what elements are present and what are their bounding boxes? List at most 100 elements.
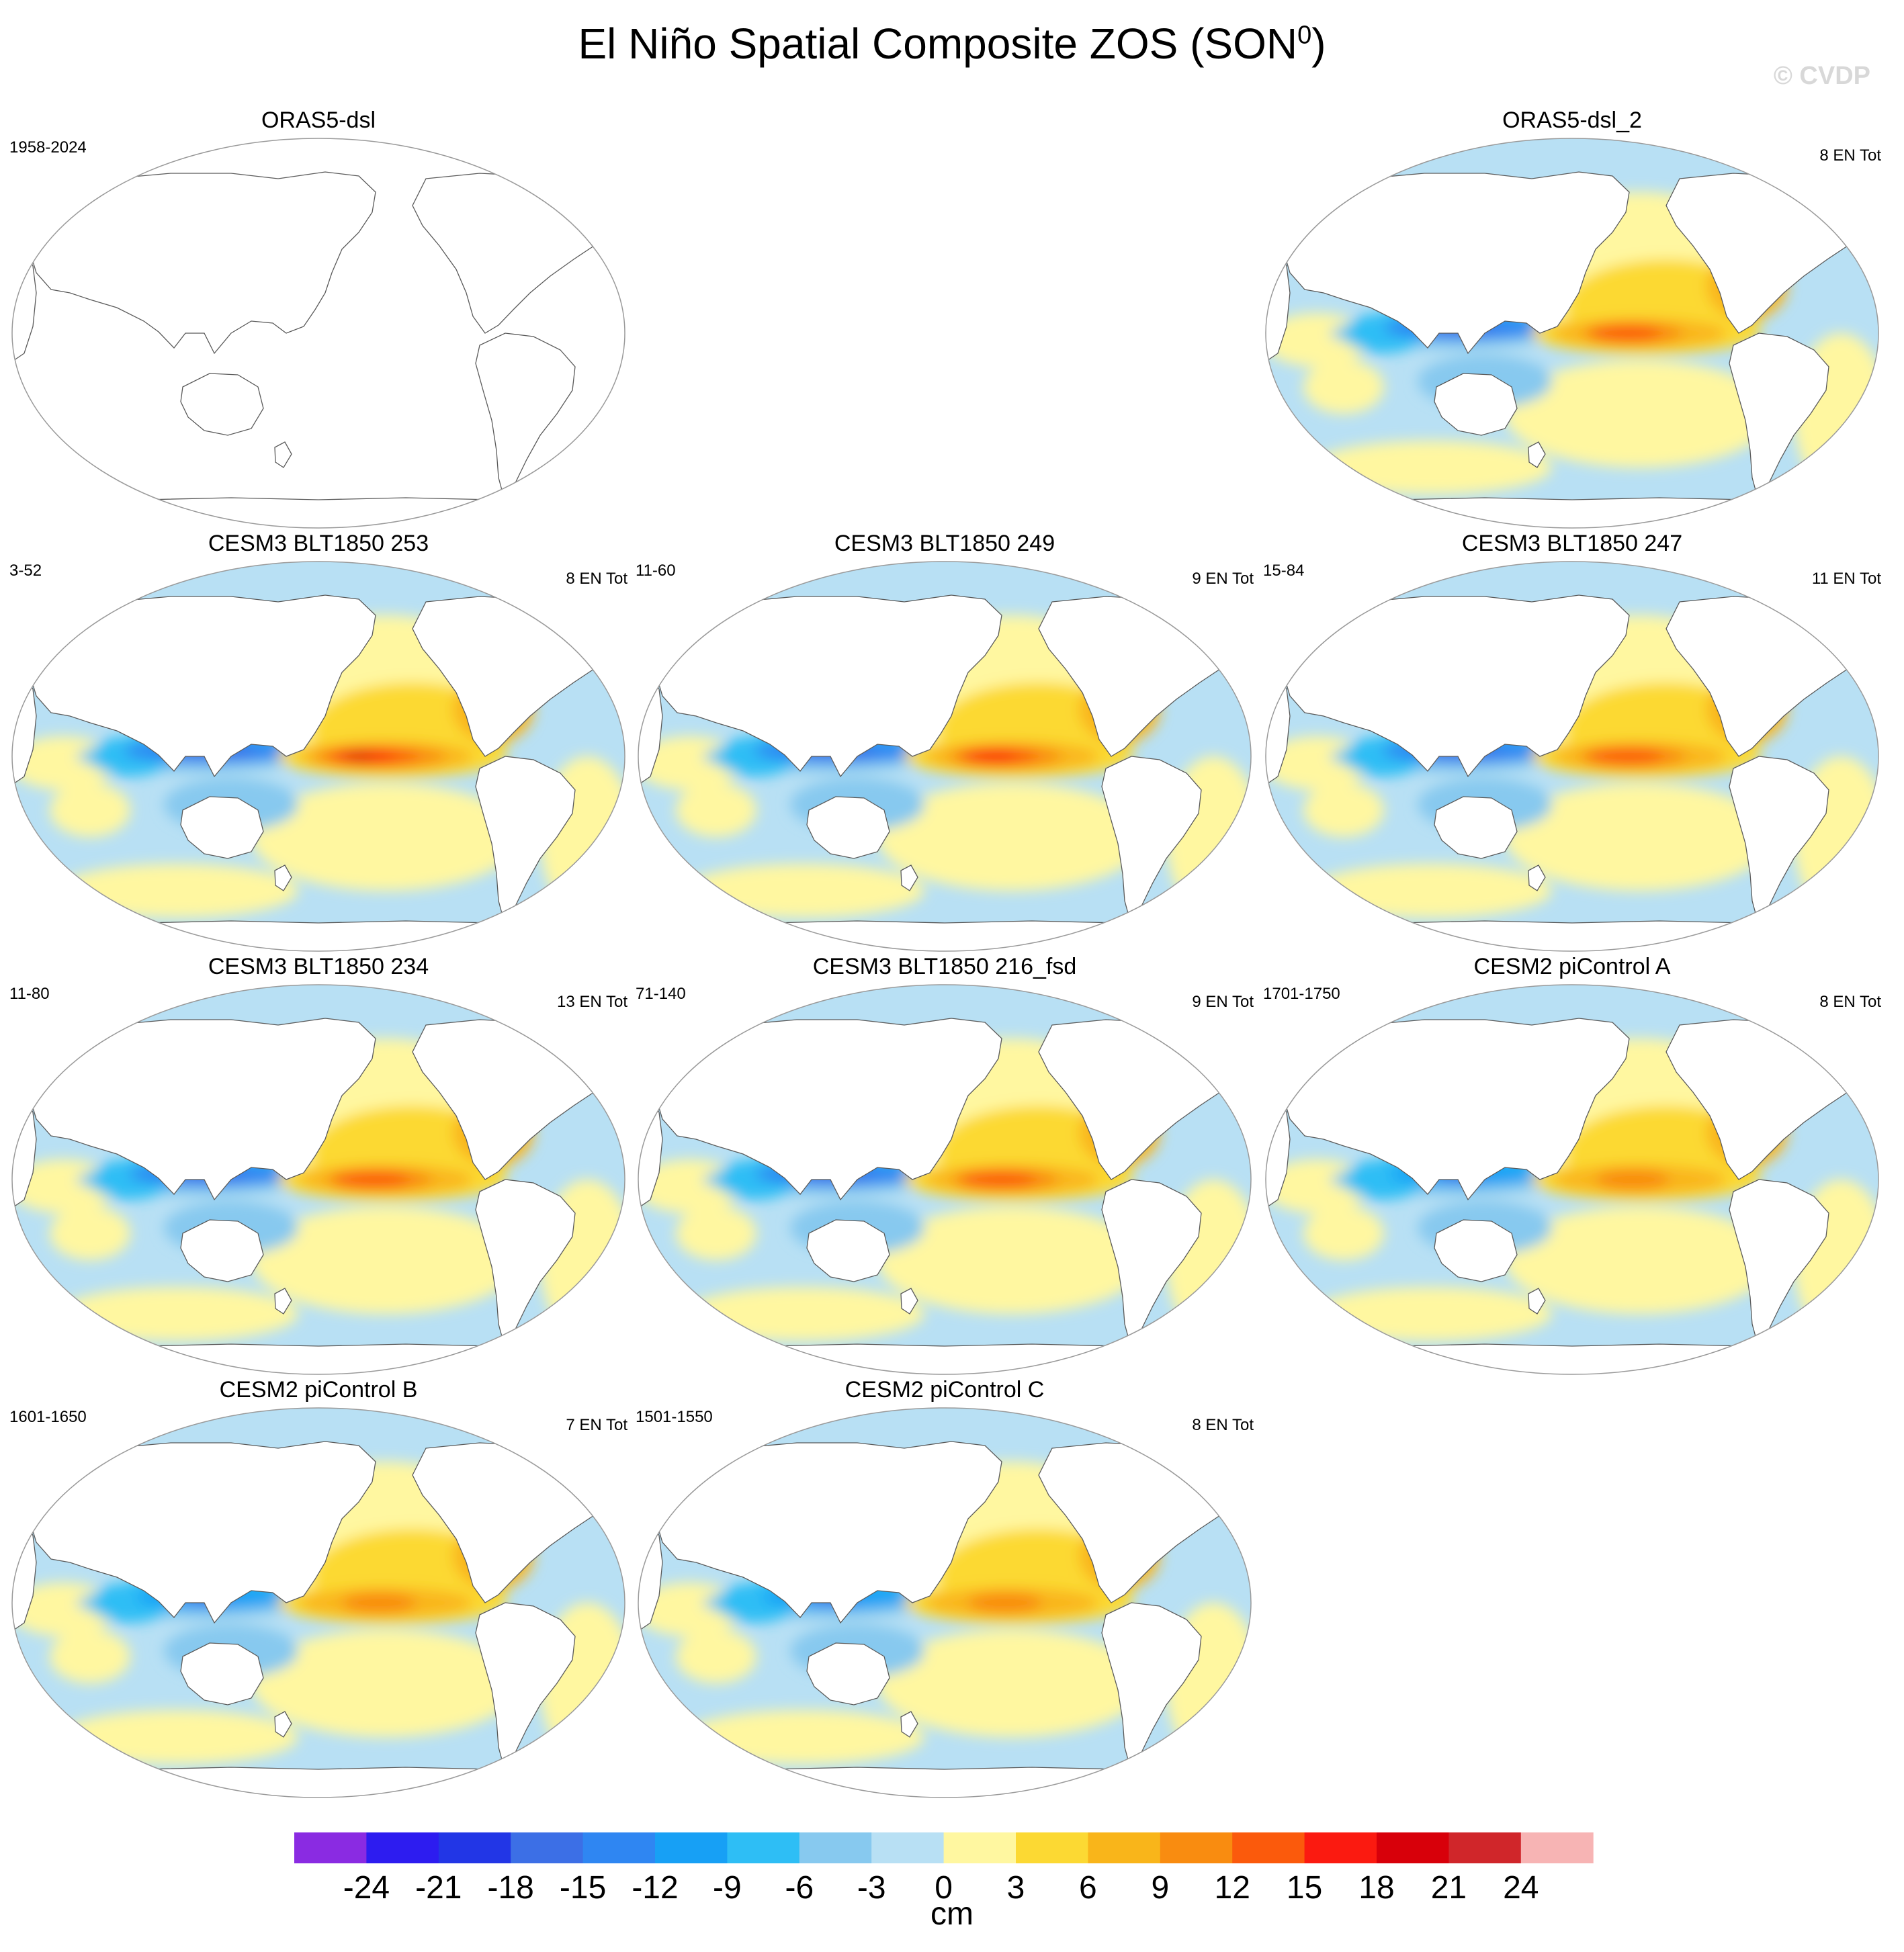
landmass-greenland	[554, 154, 601, 186]
landmass-antarctica	[49, 1767, 588, 1798]
landmass-asia	[28, 1441, 376, 1624]
landmass-australia	[180, 1642, 264, 1705]
colorbar-swatch	[1377, 1832, 1449, 1863]
map-plot	[11, 561, 625, 952]
map-plot	[1265, 138, 1879, 529]
map-plot	[11, 1407, 625, 1798]
landmass-nz	[274, 1288, 292, 1315]
landmass-antarctica	[1303, 497, 1842, 528]
map-panel: ORAS5-dsl 1958-2024	[9, 107, 628, 537]
panel-event-count: 7 EN Tot	[566, 1416, 628, 1434]
colorbar-unit-label: cm	[931, 1896, 973, 1932]
map-border	[11, 984, 625, 1375]
map-plot	[638, 561, 1252, 952]
map-border	[11, 561, 625, 952]
landmass-nz	[274, 1711, 292, 1738]
landmass-greenland	[1808, 1000, 1855, 1032]
landmass-australia	[1434, 796, 1518, 859]
panel-title: CESM3 BLT1850 253	[208, 531, 429, 556]
map-border	[638, 561, 1252, 952]
landmass-south-america	[1101, 1179, 1202, 1350]
colorbar-swatch	[727, 1832, 800, 1863]
colorbar-swatch	[1232, 1832, 1305, 1863]
landmass-greenland	[554, 1423, 601, 1456]
map-plot	[638, 1407, 1252, 1798]
landmass-asia	[654, 1441, 1002, 1624]
panel-period: 11-80	[9, 985, 50, 1003]
landmass-antarctica	[675, 1767, 1214, 1798]
panel-period: 1701-1750	[1263, 985, 1340, 1003]
colorbar-swatch	[511, 1832, 584, 1863]
figure-title: El Niño Spatial Composite ZOS (SON0)	[0, 19, 1904, 69]
landmass-asia	[1281, 171, 1630, 355]
landmass-nz	[274, 441, 292, 468]
map-border	[11, 138, 625, 529]
map-border	[1265, 138, 1879, 529]
panel-title: CESM3 BLT1850 234	[208, 954, 429, 979]
landmass-australia	[180, 796, 264, 859]
landmass-antarctica	[49, 1343, 588, 1374]
colorbar-swatch	[871, 1832, 945, 1863]
colorbar-swatch	[294, 1832, 367, 1863]
panel-title: CESM3 BLT1850 249	[834, 531, 1055, 556]
cvdp-watermark: © CVDP	[1773, 62, 1870, 90]
map-panel: CESM2 piControl B 1601-1650 7 EN Tot	[9, 1377, 628, 1807]
landmass-greenland	[1180, 1423, 1227, 1456]
landmass-south-america	[1101, 756, 1202, 927]
map-plot	[1265, 984, 1879, 1375]
map-border	[1265, 984, 1879, 1375]
map-border	[1265, 561, 1879, 952]
panel-event-count: 8 EN Tot	[566, 570, 628, 588]
colorbar-swatch	[943, 1832, 1016, 1863]
landmass-australia	[1434, 1219, 1518, 1282]
colorbar-swatch	[1448, 1832, 1522, 1863]
colorbar-swatch	[799, 1832, 872, 1863]
colorbar-swatch	[1304, 1832, 1377, 1863]
landmass-south-america	[1729, 756, 1829, 927]
panel-event-count: 9 EN Tot	[1192, 993, 1254, 1011]
panel-event-count: 11 EN Tot	[1811, 570, 1881, 588]
landmass-greenland	[554, 577, 601, 609]
landmass-south-america	[475, 1179, 576, 1350]
landmass-australia	[1434, 373, 1518, 436]
landmass-antarctica	[1303, 1343, 1842, 1374]
panel-event-count: 9 EN Tot	[1192, 570, 1254, 588]
landmass-antarctica	[1303, 920, 1842, 951]
landmass-australia	[180, 373, 264, 436]
landmass-south-america	[475, 1602, 576, 1773]
landmass-nz	[900, 1288, 918, 1315]
map-plot	[11, 138, 625, 529]
landmass-greenland	[1180, 577, 1227, 609]
map-panel: CESM3 BLT1850 247 15-84 11 EN Tot	[1263, 531, 1881, 961]
title-text: El Niño Spatial Composite ZOS (SON	[578, 19, 1298, 68]
landmass-south-america	[475, 332, 576, 504]
map-border	[638, 1407, 1252, 1798]
landmass-australia	[806, 1219, 890, 1282]
map-border	[11, 1407, 625, 1798]
landmass-antarctica	[49, 497, 588, 528]
landmass-north-america	[412, 173, 612, 334]
title-close-paren: )	[1311, 19, 1326, 68]
panel-title: CESM3 BLT1850 247	[1461, 531, 1683, 556]
landmass-nz	[900, 864, 918, 891]
panel-period: 1601-1650	[9, 1408, 87, 1426]
panel-period: 1501-1550	[636, 1408, 713, 1426]
landmass-asia	[1281, 594, 1630, 778]
panel-event-count: 8 EN Tot	[1819, 146, 1881, 165]
landmass-south-america	[475, 756, 576, 927]
colorbar-swatch	[1016, 1832, 1088, 1863]
colorbar-swatch	[1088, 1832, 1161, 1863]
map-plot	[1265, 561, 1879, 952]
landmass-south-america	[1729, 1179, 1829, 1350]
map-plot	[638, 984, 1252, 1375]
landmass-australia	[806, 796, 890, 859]
landmass-greenland	[1808, 154, 1855, 186]
map-panel: CESM3 BLT1850 216_fsd 71-140 9 EN Tot	[636, 954, 1254, 1384]
landmass-asia	[28, 1018, 376, 1201]
map-panel: CESM3 BLT1850 234 11-80 13 EN Tot	[9, 954, 628, 1384]
colorbar-swatch	[582, 1832, 656, 1863]
colorbar-swatch	[655, 1832, 728, 1863]
panel-title: ORAS5-dsl	[261, 107, 376, 133]
panel-title: CESM2 piControl B	[219, 1377, 418, 1403]
landmass-nz	[900, 1711, 918, 1738]
